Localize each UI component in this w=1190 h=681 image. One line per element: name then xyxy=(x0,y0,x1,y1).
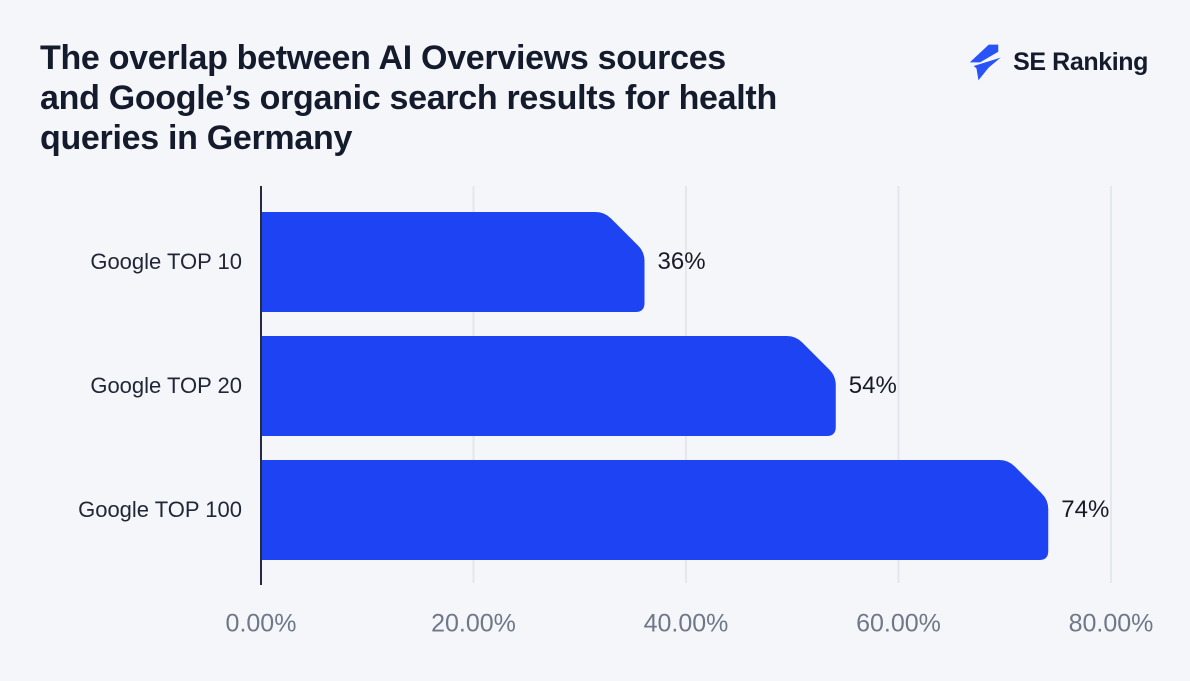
x-tick-label: 0.00% xyxy=(225,609,297,638)
se-ranking-logo: SE Ranking xyxy=(965,40,1148,84)
value-label-google-top-10: 36% xyxy=(657,248,706,275)
chart-title-line-3: queries in Germany xyxy=(40,119,353,157)
x-tick-label: 40.00% xyxy=(643,609,729,638)
category-label-google-top-100: Google TOP 100 xyxy=(78,497,242,522)
brand-name: SE Ranking xyxy=(1013,47,1148,76)
x-tick-label: 60.00% xyxy=(856,609,941,638)
value-label-google-top-100: 74% xyxy=(1061,496,1110,523)
category-label-google-top-20: Google TOP 20 xyxy=(90,373,242,398)
bar-google-top-20 xyxy=(262,336,836,436)
category-label-google-top-10: Google TOP 10 xyxy=(90,249,242,274)
bar-google-top-100 xyxy=(262,460,1049,560)
lightning-bolt-icon xyxy=(969,44,1001,81)
x-tick-label: 80.00% xyxy=(1068,609,1154,638)
bar-google-top-10 xyxy=(262,212,645,312)
value-label-google-top-20: 54% xyxy=(848,372,897,399)
chart-title-line-2: and Google’s organic search results for … xyxy=(40,79,777,117)
chart-title-line-1: The overlap between AI Overviews sources xyxy=(40,39,726,77)
chart-title: The overlap between AI Overviews sources… xyxy=(40,38,920,158)
x-tick-label: 20.00% xyxy=(431,609,516,638)
